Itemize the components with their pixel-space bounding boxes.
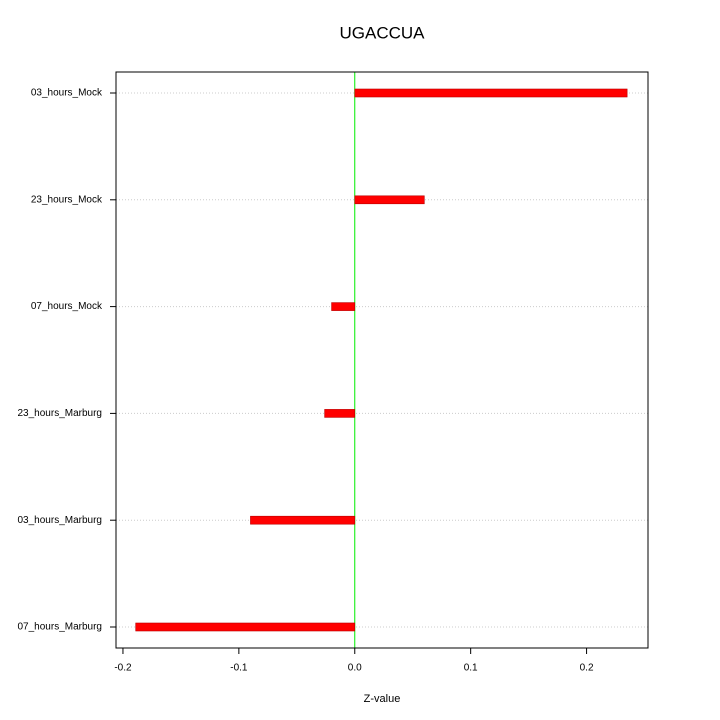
y-tick-label: 07_hours_Mock (31, 301, 103, 312)
bar (354, 195, 425, 205)
bar (250, 515, 356, 525)
bar (135, 622, 356, 632)
x-tick-label: -0.2 (114, 663, 132, 674)
x-tick-label: -0.1 (230, 663, 248, 674)
x-tick-label: 0.0 (348, 663, 362, 674)
y-tick-label: 23_hours_Mock (31, 194, 103, 205)
x-tick-label: 0.1 (464, 663, 478, 674)
chart-title: UGACCUA (339, 23, 425, 42)
y-tick-label: 07_hours_Marburg (18, 622, 103, 633)
y-tick-label: 03_hours_Mock (31, 88, 103, 99)
y-tick-label: 03_hours_Marburg (18, 515, 103, 526)
x-axis-label: Z-value (364, 693, 401, 705)
bar (331, 302, 356, 311)
bar (324, 409, 356, 418)
plot-frame (115, 71, 649, 649)
y-tick-label: 23_hours_Marburg (18, 408, 103, 419)
bar (354, 88, 628, 98)
x-tick-label: 0.2 (580, 663, 594, 674)
